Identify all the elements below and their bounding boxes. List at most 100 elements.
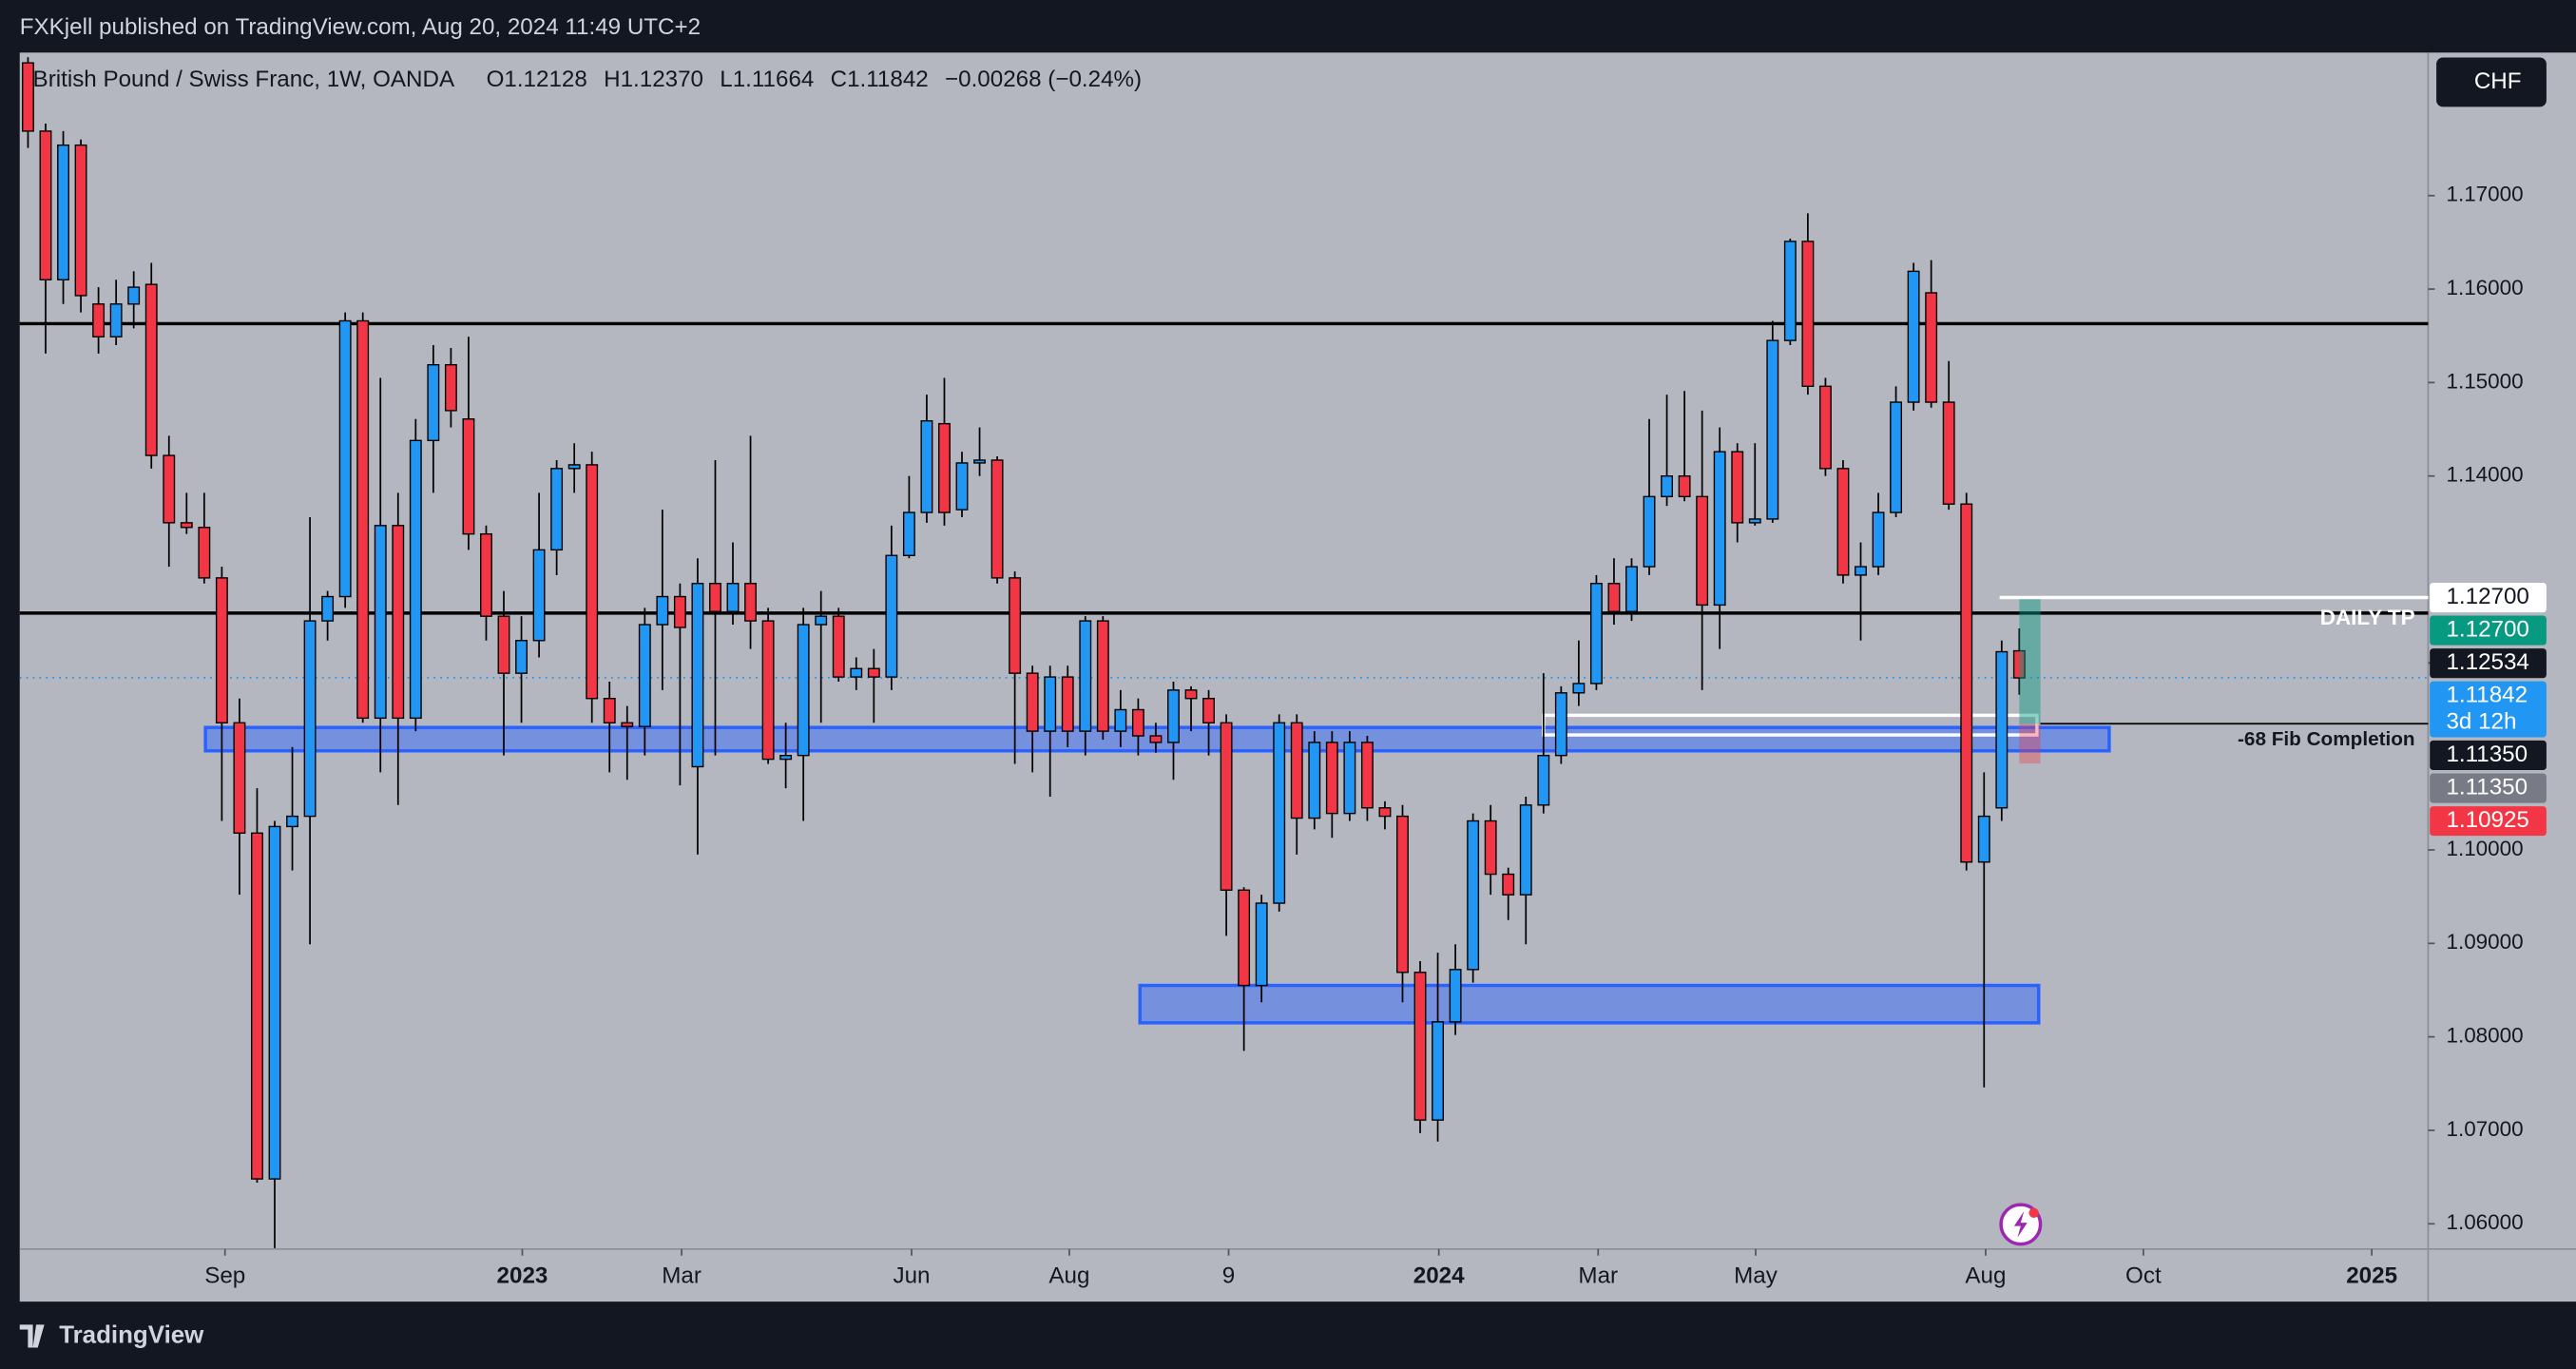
y-tick-label: 1.17000	[2446, 183, 2523, 206]
candle-body	[1907, 270, 1920, 403]
time-axis	[19, 1248, 2429, 1302]
candle-body	[779, 754, 793, 761]
candle-body	[1625, 566, 1638, 612]
currency: CHF	[2474, 68, 2522, 94]
legend-value: H1.12370	[604, 67, 703, 92]
y-tick-label: 1.16000	[2446, 276, 2523, 299]
candle-body	[797, 624, 810, 757]
candle-body	[462, 418, 475, 535]
target-zone	[2019, 597, 2041, 724]
candle-body	[1502, 873, 1515, 896]
candle-body	[480, 532, 492, 617]
x-tick-label: Jun	[893, 1263, 930, 1289]
candle-body	[163, 454, 176, 524]
stop-zone	[2019, 723, 2041, 764]
candle-body	[251, 832, 263, 1180]
footer: TradingView	[59, 1321, 204, 1348]
candle-body	[1044, 676, 1057, 732]
candle-body	[2012, 649, 2026, 679]
candle-body	[321, 595, 335, 622]
candle-body	[1748, 518, 1761, 524]
candle-body	[1290, 722, 1303, 819]
candle-body	[638, 624, 651, 727]
candle-body	[515, 640, 528, 674]
candle-body	[1589, 583, 1603, 684]
y-tick-label: 1.06000	[2446, 1210, 2523, 1234]
candle-body	[109, 303, 123, 337]
price-label	[2430, 615, 2547, 646]
candle-body	[744, 583, 757, 622]
candle-body	[1713, 451, 1726, 607]
candle-body	[1255, 902, 1268, 987]
candle-body	[1731, 451, 1744, 524]
candle-body	[444, 364, 457, 412]
candle-body	[532, 549, 546, 642]
candle-body	[990, 459, 1004, 579]
candle-body	[955, 462, 969, 511]
x-tick-label: 2025	[2346, 1263, 2397, 1289]
candle-body	[761, 620, 775, 761]
candle-body	[1872, 511, 1885, 568]
candle-body	[1167, 689, 1180, 743]
candle-body	[1519, 804, 1532, 896]
candle-body	[1960, 503, 1973, 863]
candle-body	[1343, 742, 1356, 815]
legend-value: O1.12128	[487, 67, 587, 92]
candle-body	[1432, 1021, 1445, 1121]
candle-body	[567, 464, 581, 470]
y-tick-label: 1.10000	[2446, 837, 2523, 860]
candle-body	[1554, 692, 1567, 757]
candle-body	[374, 525, 387, 720]
x-tick-label: Sep	[204, 1263, 245, 1289]
candle-body	[1783, 241, 1797, 341]
candle-body	[303, 620, 317, 818]
candle-body	[215, 577, 228, 723]
candle-body	[885, 554, 898, 678]
candle-body	[850, 667, 863, 678]
y-tick-label: 1.09000	[2446, 930, 2523, 954]
candle-body	[902, 511, 915, 556]
candle-body	[268, 825, 281, 1180]
candle-body	[1766, 339, 1779, 520]
candle-body	[338, 319, 352, 598]
candle-body	[1026, 672, 1039, 732]
candle-body	[621, 722, 634, 727]
currency-button[interactable]	[2436, 57, 2547, 107]
candle-body	[709, 583, 721, 612]
candle-body	[1643, 495, 1656, 568]
candle-body	[1484, 819, 1497, 876]
x-tick-label: 9	[1222, 1263, 1235, 1289]
candle-body	[1818, 385, 1832, 470]
y-tick-label: 1.08000	[2446, 1024, 2523, 1048]
candle-body	[1836, 468, 1850, 576]
candle-body	[1678, 475, 1691, 498]
candle-body	[1801, 241, 1815, 388]
candle-body	[1238, 889, 1251, 987]
price-label	[2430, 806, 2547, 837]
candle-body	[198, 527, 211, 579]
price-label	[2430, 648, 2547, 679]
price-label	[2430, 681, 2547, 738]
candle-body	[1131, 708, 1144, 737]
candle-body	[144, 283, 158, 456]
candle-body	[392, 525, 405, 720]
candle-body	[1184, 689, 1198, 700]
price-label-text: 1.12700	[2446, 616, 2528, 642]
chart-title: British Pound / Swiss Franc, 1W, OANDA	[33, 67, 455, 92]
candle-body	[180, 522, 193, 529]
price-label	[2430, 740, 2547, 771]
candle-body	[550, 468, 564, 551]
candle-body	[920, 420, 933, 513]
price-label-text: 1.11350	[2446, 742, 2528, 767]
candle-body	[57, 144, 69, 280]
candle-body	[973, 459, 986, 464]
candle-body	[1925, 292, 1938, 403]
candle-body	[356, 319, 370, 720]
candle-body	[1009, 577, 1022, 674]
candle-body	[74, 144, 87, 297]
candle-body	[586, 464, 599, 700]
x-tick-label: Mar	[1578, 1263, 1618, 1289]
candle-body	[1942, 401, 1955, 505]
candle-body	[92, 303, 106, 337]
